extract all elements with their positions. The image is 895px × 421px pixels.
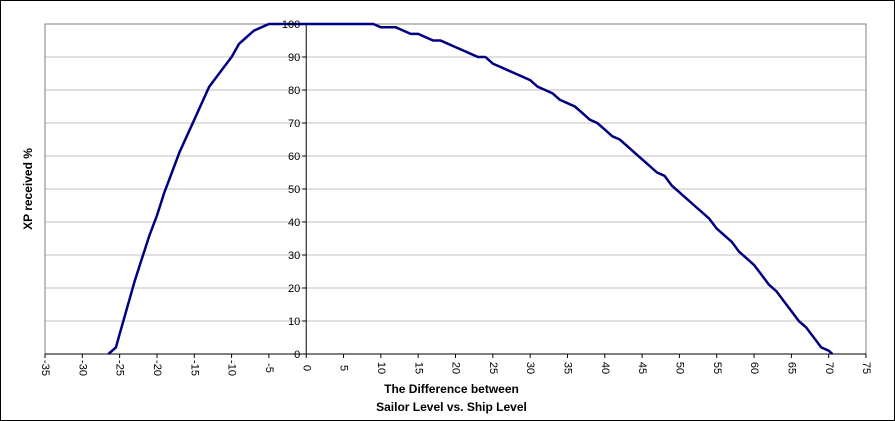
y-tick-labels: 0 10 20 30 40 50 60 70 80 90 100 xyxy=(282,19,300,361)
x-tick-label: 5 xyxy=(338,365,350,371)
x-tick-label: 25 xyxy=(487,362,499,374)
y-tick-label: 50 xyxy=(288,184,300,196)
series-line xyxy=(107,22,834,355)
x-tick-label: -20 xyxy=(151,360,163,376)
y-tick-label: 80 xyxy=(288,85,300,97)
y-tick-label: 60 xyxy=(288,151,300,163)
x-tick-label: 50 xyxy=(674,362,686,374)
x-tick-label: 30 xyxy=(524,362,536,374)
y-tick-label: 10 xyxy=(288,316,300,328)
y-tick-label: 0 xyxy=(294,349,300,361)
x-tick-label: 15 xyxy=(412,362,424,374)
x-axis-title-line1: The Difference between xyxy=(384,382,519,396)
x-tick-label: 35 xyxy=(562,362,574,374)
x-tick-label: 20 xyxy=(450,362,462,374)
x-tick-label: -15 xyxy=(188,360,200,376)
y-tick-label: 40 xyxy=(288,217,300,229)
x-tick-label: -25 xyxy=(114,360,126,376)
x-tick-labels: -35 -30 -25 -20 -15 -10 -5 0 5 10 15 20 25 30 35 40 45 50… xyxy=(39,360,872,376)
y-tick-label: 20 xyxy=(288,283,300,295)
y-tick-label: 100 xyxy=(282,19,300,31)
x-tick-label: 0 xyxy=(300,365,312,371)
gridlines xyxy=(45,23,866,322)
x-tick-label: 55 xyxy=(711,362,723,374)
x-tick-label: -30 xyxy=(76,360,88,376)
y-tick-label: 70 xyxy=(288,118,300,130)
x-tick-label: 40 xyxy=(599,362,611,374)
x-tick-label: -35 xyxy=(39,360,51,376)
axes xyxy=(44,23,867,358)
y-tick-label: 90 xyxy=(288,52,300,64)
x-axis-title-line2: Sailor Level vs. Ship Level xyxy=(376,400,527,414)
y-tick-label: 30 xyxy=(288,250,300,262)
y-axis-title: XP received % xyxy=(21,148,35,230)
x-tick-label: -5 xyxy=(263,363,275,373)
x-tick-label: 75 xyxy=(860,362,872,374)
x-tick-label: 65 xyxy=(785,362,797,374)
x-tick-label: 10 xyxy=(375,362,387,374)
x-tick-label: 45 xyxy=(636,362,648,374)
x-tick-label: 60 xyxy=(748,362,760,374)
series-layer xyxy=(107,22,834,355)
x-tick-label: -10 xyxy=(226,360,238,376)
x-tick-label: 70 xyxy=(823,362,835,374)
